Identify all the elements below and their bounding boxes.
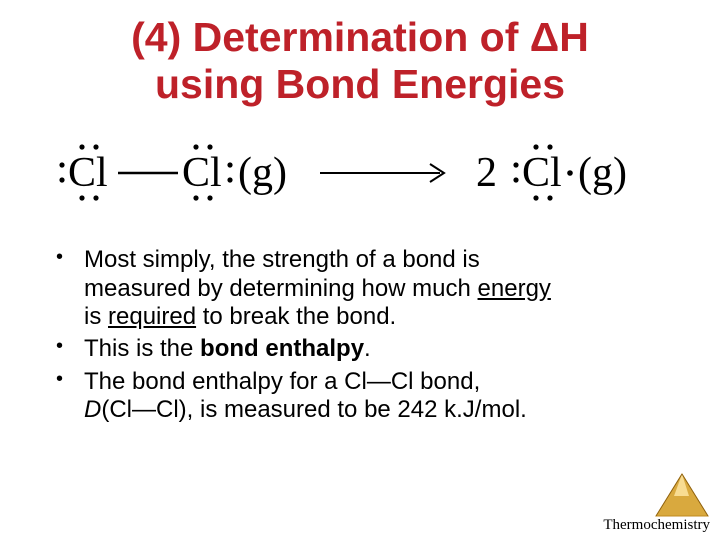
footer-corner: Thermochemistry [603,472,710,534]
b2-bold: bond enthalpy [200,335,364,362]
triangle-icon [654,472,710,518]
eq-phase-2: (g) [578,150,627,196]
eq-phase-1: (g) [238,150,287,196]
b2-post: . [364,335,371,362]
eq-cl-2: Cl [182,150,222,196]
eq-cl-3: Cl [522,150,562,196]
eq-cl-1: Cl [68,150,108,196]
b3-italic: D [84,396,101,423]
title-line-2: using Bond Energies [0,61,720,108]
b2-pre: This is the [84,335,200,362]
bullet-1: Most simply, the strength of a bond is m… [56,246,656,331]
equation-diagram: Cl Cl (g) 2 Cl (g) [40,130,680,218]
slide-title: (4) Determination of ΔH using Bond Energ… [0,0,720,108]
footer-label: Thermochemistry [603,517,710,533]
bullet-list: Most simply, the strength of a bond is m… [56,246,656,424]
eq-coeff: 2 [476,150,497,196]
b3-line2-post: (Cl—Cl), is measured to be 242 k.J/mol. [101,396,526,423]
b1-line3-post: to break the bond. [196,303,396,330]
title-line-1: (4) Determination of ΔH [0,14,720,61]
b1-line3-pre: is [84,303,108,330]
bullet-2: This is the bond enthalpy. [56,335,656,363]
b1-line2-pre: measured by determining how much [84,275,478,302]
b1-line1: Most simply, the strength of a bond is [84,246,656,274]
b1-line3-u: required [108,303,196,330]
b1-line2-u: energy [478,275,551,302]
b3-line1: The bond enthalpy for a Cl—Cl bond, [84,368,656,396]
bullet-3: The bond enthalpy for a Cl—Cl bond, D(Cl… [56,368,656,425]
